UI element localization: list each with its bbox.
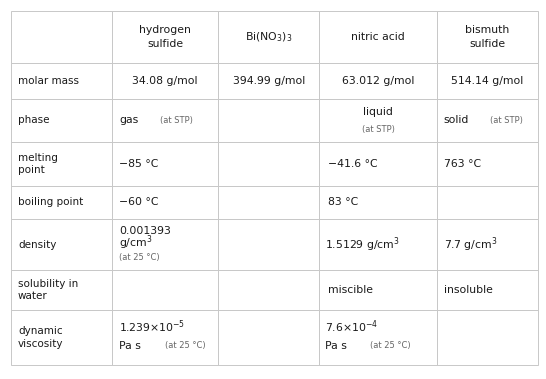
Bar [437,142,538,186]
Text: dynamic
viscosity: dynamic viscosity [18,326,63,349]
Text: 83 °C: 83 °C [328,197,358,207]
Text: insoluble: insoluble [444,285,492,295]
Text: boiling point: boiling point [18,197,83,207]
Text: solubility in
water: solubility in water [18,279,78,301]
Text: (at STP): (at STP) [490,116,523,125]
Text: Pa s: Pa s [120,341,141,351]
Text: g/cm$^3$: g/cm$^3$ [120,234,153,252]
Text: density: density [18,240,56,250]
Bar [11,63,112,99]
Text: Bi(NO$_3)_3$: Bi(NO$_3)_3$ [245,30,293,44]
Text: (at 25 °C): (at 25 °C) [370,341,411,350]
Text: −85 °C: −85 °C [120,159,159,169]
Bar [112,219,218,270]
Bar [319,99,437,142]
Bar [319,11,437,63]
Bar [11,142,112,186]
Bar [218,310,319,365]
Bar [319,186,437,219]
Text: −41.6 °C: −41.6 °C [328,159,377,169]
Text: bismuth
sulfide: bismuth sulfide [465,25,509,49]
Bar [437,11,538,63]
Bar [112,99,218,142]
Bar [218,11,319,63]
Text: solid: solid [444,115,469,125]
Bar [11,270,112,310]
Text: (at 25 °C): (at 25 °C) [120,253,160,262]
Text: melting
point: melting point [18,153,58,175]
Text: phase: phase [18,115,50,125]
Bar [112,11,218,63]
Text: hydrogen
sulfide: hydrogen sulfide [139,25,191,49]
Bar [112,142,218,186]
Text: 7.7 g/cm$^3$: 7.7 g/cm$^3$ [444,235,497,254]
Text: gas: gas [120,115,139,125]
Text: 763 °C: 763 °C [444,159,481,169]
Bar [437,186,538,219]
Bar [319,310,437,365]
Bar [218,142,319,186]
Text: 34.08 g/mol: 34.08 g/mol [133,75,198,86]
Bar [218,219,319,270]
Bar [218,63,319,99]
Bar [11,219,112,270]
Text: (at STP): (at STP) [160,116,193,125]
Text: molar mass: molar mass [18,75,79,86]
Bar [319,219,437,270]
Text: Pa s: Pa s [325,341,347,351]
Text: 63.012 g/mol: 63.012 g/mol [342,75,414,86]
Text: (at 25 °C): (at 25 °C) [165,341,206,350]
Bar [112,270,218,310]
Bar [218,99,319,142]
Text: 0.001393: 0.001393 [120,226,171,236]
Bar [11,310,112,365]
Text: −60 °C: −60 °C [120,197,159,207]
Bar [11,99,112,142]
Text: nitric acid: nitric acid [351,32,405,42]
Bar [319,270,437,310]
Bar [112,63,218,99]
Bar [437,270,538,310]
Text: miscible: miscible [328,285,372,295]
Bar [112,186,218,219]
Text: 1.239$\times$10$^{-5}$: 1.239$\times$10$^{-5}$ [120,318,186,335]
Bar [218,186,319,219]
Bar [11,186,112,219]
Bar [437,99,538,142]
Bar [437,219,538,270]
Text: 514.14 g/mol: 514.14 g/mol [451,75,524,86]
Bar [218,270,319,310]
Bar [112,310,218,365]
Text: 394.99 g/mol: 394.99 g/mol [233,75,305,86]
Bar [319,63,437,99]
Bar [319,142,437,186]
Text: liquid: liquid [363,108,393,117]
Text: 1.5129 g/cm$^3$: 1.5129 g/cm$^3$ [325,235,400,254]
Text: 7.6$\times$10$^{-4}$: 7.6$\times$10$^{-4}$ [325,318,378,335]
Bar [437,310,538,365]
Bar [437,63,538,99]
Text: (at STP): (at STP) [361,125,395,135]
Bar [11,11,112,63]
